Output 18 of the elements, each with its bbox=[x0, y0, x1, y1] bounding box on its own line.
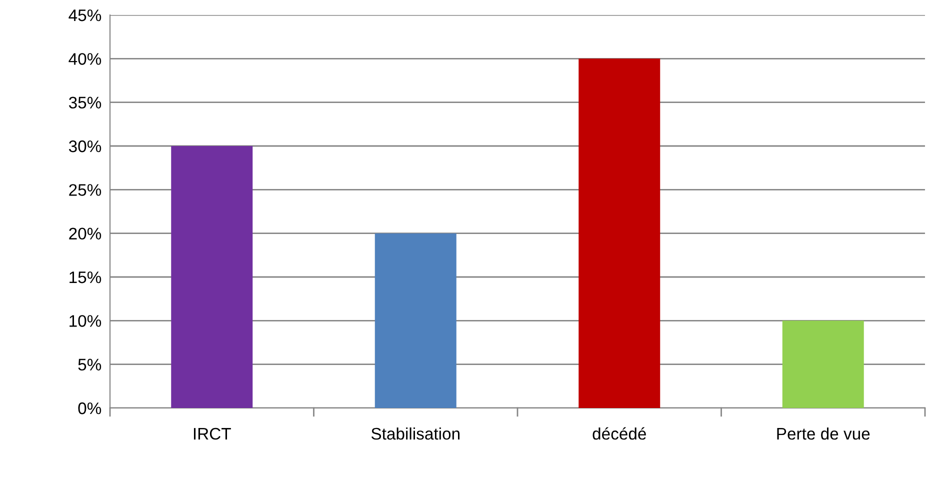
x-tick-label: Stabilisation bbox=[371, 427, 460, 440]
x-tick-label: Perte de vue bbox=[777, 427, 870, 440]
y-tick-label: 0% bbox=[78, 402, 102, 414]
bar bbox=[374, 233, 456, 408]
y-tick-label: 20% bbox=[69, 228, 102, 240]
x-tick-label: IRCT bbox=[194, 428, 231, 440]
bar bbox=[171, 146, 253, 408]
y-tick-label: 40% bbox=[68, 53, 102, 65]
bar bbox=[578, 58, 660, 408]
y-tick-label: 15% bbox=[70, 271, 102, 284]
y-tick-label: 10% bbox=[70, 315, 102, 327]
y-tick-label: 30% bbox=[68, 140, 102, 152]
y-tick-label: 5% bbox=[78, 358, 102, 371]
y-tick-label: 45% bbox=[68, 9, 102, 22]
y-tick-label: 25% bbox=[69, 184, 102, 196]
bar bbox=[782, 320, 864, 408]
x-tick-label: décédé bbox=[592, 427, 646, 440]
y-tick-label: 35% bbox=[68, 96, 102, 109]
